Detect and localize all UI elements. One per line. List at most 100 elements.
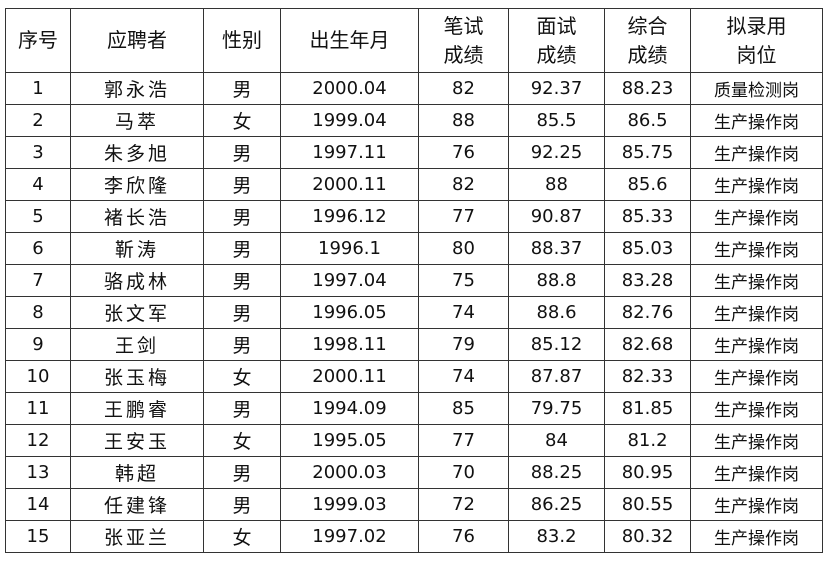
cell-birth: 1997.11 — [280, 136, 419, 169]
cell-birth: 1999.03 — [280, 488, 419, 521]
header-gender: 性别 — [203, 8, 281, 73]
cell-position: 生产操作岗 — [690, 168, 823, 201]
cell-birth: 2000.11 — [280, 360, 419, 393]
cell-birth: 1994.09 — [280, 392, 419, 425]
table-row: 1 郭永浩男 2000.04 82 92.37 88.23 质量检测岗 — [5, 72, 823, 105]
header-written-score: 笔试 成绩 — [418, 8, 509, 73]
cell-name: 张玉梅 — [70, 360, 204, 393]
cell-birth: 2000.04 — [280, 72, 419, 105]
cell-interview: 83.2 — [508, 520, 605, 553]
cell-position: 生产操作岗 — [690, 200, 823, 233]
cell-index: 3 — [5, 136, 71, 169]
cell-index: 14 — [5, 488, 71, 521]
cell-written: 77 — [418, 424, 509, 457]
cell-birth: 1995.05 — [280, 424, 419, 457]
cell-birth: 1997.02 — [280, 520, 419, 553]
table-body: 1 郭永浩男 2000.04 82 92.37 88.23 质量检测岗 2 马萃女 1999.04… — [5, 72, 823, 553]
cell-total: 82.33 — [604, 360, 691, 393]
cell-gender: 男 — [203, 200, 281, 233]
cell-birth: 1999.04 — [280, 104, 419, 137]
cell-index: 12 — [5, 424, 71, 457]
cell-name: 马萃 — [70, 104, 204, 137]
cell-gender: 男 — [203, 456, 281, 489]
cell-interview: 84 — [508, 424, 605, 457]
cell-birth: 2000.03 — [280, 456, 419, 489]
table-row: 15 张亚兰女 1997.02 76 83.2 80.32 生产操作岗 — [5, 520, 823, 553]
cell-position: 生产操作岗 — [690, 296, 823, 329]
cell-interview: 85.12 — [508, 328, 605, 361]
cell-total: 80.55 — [604, 488, 691, 521]
cell-written: 82 — [418, 72, 509, 105]
table-row: 12 王安玉女 1995.05 77 84 81.2 生产操作岗 — [5, 424, 823, 457]
cell-index: 15 — [5, 520, 71, 553]
table-row: 5 褚长浩男 1996.12 77 90.87 85.33 生产操作岗 — [5, 200, 823, 233]
cell-written: 80 — [418, 232, 509, 265]
cell-total: 85.03 — [604, 232, 691, 265]
header-row: 序号 应聘者 性别 出生年月 笔试 成绩 面试 成绩 综合 成绩 拟录用 岗位 — [5, 8, 823, 73]
cell-index: 11 — [5, 392, 71, 425]
cell-index: 4 — [5, 168, 71, 201]
cell-interview: 88.8 — [508, 264, 605, 297]
cell-written: 70 — [418, 456, 509, 489]
header-interview-score: 面试 成绩 — [508, 8, 605, 73]
cell-total: 86.5 — [604, 104, 691, 137]
cell-birth: 1997.04 — [280, 264, 419, 297]
cell-written: 74 — [418, 360, 509, 393]
cell-position: 生产操作岗 — [690, 104, 823, 137]
cell-index: 9 — [5, 328, 71, 361]
header-position: 拟录用 岗位 — [690, 8, 823, 73]
cell-written: 88 — [418, 104, 509, 137]
cell-written: 85 — [418, 392, 509, 425]
cell-gender: 男 — [203, 296, 281, 329]
cell-index: 5 — [5, 200, 71, 233]
cell-position: 生产操作岗 — [690, 264, 823, 297]
cell-interview: 92.37 — [508, 72, 605, 105]
cell-index: 8 — [5, 296, 71, 329]
header-applicant: 应聘者 — [70, 8, 204, 73]
cell-name: 王剑 — [70, 328, 204, 361]
cell-gender: 男 — [203, 136, 281, 169]
cell-gender: 女 — [203, 520, 281, 553]
cell-written: 74 — [418, 296, 509, 329]
cell-written: 79 — [418, 328, 509, 361]
cell-name: 张文军 — [70, 296, 204, 329]
cell-gender: 男 — [203, 264, 281, 297]
cell-position: 生产操作岗 — [690, 488, 823, 521]
cell-total: 82.76 — [604, 296, 691, 329]
header-total-score: 综合 成绩 — [604, 8, 691, 73]
cell-name: 王安玉 — [70, 424, 204, 457]
cell-total: 80.95 — [604, 456, 691, 489]
cell-written: 72 — [418, 488, 509, 521]
cell-total: 88.23 — [604, 72, 691, 105]
cell-written: 82 — [418, 168, 509, 201]
cell-written: 77 — [418, 200, 509, 233]
table-row: 10 张玉梅女 2000.11 74 87.87 82.33 生产操作岗 — [5, 360, 823, 393]
cell-gender: 男 — [203, 488, 281, 521]
cell-total: 83.28 — [604, 264, 691, 297]
candidate-table: 序号 应聘者 性别 出生年月 笔试 成绩 面试 成绩 综合 成绩 拟录用 岗位 1 郭永浩男 20… — [5, 8, 823, 553]
cell-gender: 女 — [203, 360, 281, 393]
table-row: 14 任建锋男 1999.03 72 86.25 80.55 生产操作岗 — [5, 488, 823, 521]
table-row: 11 王鹏睿男 1994.09 85 79.75 81.85 生产操作岗 — [5, 392, 823, 425]
cell-position: 生产操作岗 — [690, 232, 823, 265]
cell-gender: 男 — [203, 328, 281, 361]
cell-name: 靳涛 — [70, 232, 204, 265]
table-row: 9 王剑男 1998.11 79 85.12 82.68 生产操作岗 — [5, 328, 823, 361]
cell-birth: 1996.05 — [280, 296, 419, 329]
cell-name: 褚长浩 — [70, 200, 204, 233]
cell-interview: 88.6 — [508, 296, 605, 329]
cell-birth: 1998.11 — [280, 328, 419, 361]
table-row: 13 韩超男 2000.03 70 88.25 80.95 生产操作岗 — [5, 456, 823, 489]
cell-index: 6 — [5, 232, 71, 265]
cell-gender: 男 — [203, 392, 281, 425]
cell-position: 生产操作岗 — [690, 392, 823, 425]
cell-birth: 2000.11 — [280, 168, 419, 201]
cell-total: 82.68 — [604, 328, 691, 361]
cell-name: 王鹏睿 — [70, 392, 204, 425]
cell-position: 生产操作岗 — [690, 456, 823, 489]
cell-interview: 86.25 — [508, 488, 605, 521]
cell-interview: 92.25 — [508, 136, 605, 169]
header-index: 序号 — [5, 8, 71, 73]
cell-total: 80.32 — [604, 520, 691, 553]
cell-position: 生产操作岗 — [690, 360, 823, 393]
